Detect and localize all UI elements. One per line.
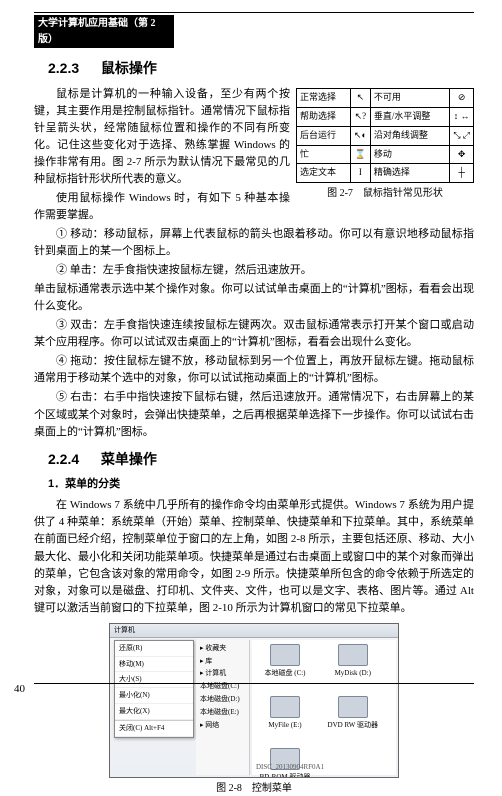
para: 在 Windows 7 系统中几乎所有的操作命令均由菜单形式提供。Windows… [34, 497, 474, 616]
sidebar-item[interactable]: ▸ 网络 [198, 719, 247, 732]
cursor-glyph: I [350, 164, 370, 183]
cursor-cell: 后台运行 [297, 126, 351, 145]
subsection-title: 1．菜单的分类 [48, 476, 474, 493]
explorer-sidebar[interactable]: ▸ 收藏夹 ▸ 库 ▸ 计算机 本地磁盘(C:) 本地磁盘(D:) 本地磁盘(E… [196, 640, 250, 775]
sidebar-item[interactable]: ▸ 库 [198, 655, 247, 668]
figure-2-7: 正常选择 ↖ 不可用 ⊘ 帮助选择 ↖? 垂直/水平调整 ↕ ↔ 后台运行 ↖◐… [296, 88, 474, 202]
cursor-glyph: ⌛ [350, 145, 370, 164]
window-title: 计算机 [114, 626, 135, 634]
cursor-glyph: ┼ [450, 164, 474, 183]
cursor-glyph: ⊘ [450, 88, 474, 107]
drive-label: 本地磁盘 (C:) [256, 668, 314, 679]
cursor-glyph: ↖? [350, 107, 370, 126]
cursor-cell: 选定文本 [297, 164, 351, 183]
cursor-table: 正常选择 ↖ 不可用 ⊘ 帮助选择 ↖? 垂直/水平调整 ↕ ↔ 后台运行 ↖◐… [296, 88, 474, 184]
cursor-cell: 垂直/水平调整 [370, 107, 450, 126]
drive-icon[interactable]: DVD RW 驱动器 [324, 696, 382, 740]
disk-icon [338, 644, 368, 666]
cursor-glyph: ↕ ↔ [450, 107, 474, 126]
section-heading: 菜单操作 [101, 451, 157, 467]
menu-item[interactable]: 移动(M) [115, 657, 193, 673]
disk-icon [270, 696, 300, 718]
cursor-glyph: ↖◐ [350, 126, 370, 145]
top-rule [34, 12, 474, 13]
section-number: 2.2.3 [48, 60, 79, 76]
list-item: ① 移动：移动鼠标，屏幕上代表鼠标的箭头也跟着移动。你可以有意识地移动鼠标指针到… [34, 226, 474, 260]
cursor-glyph: ✥ [450, 145, 474, 164]
explorer-titlebar[interactable]: 计算机 [110, 624, 398, 638]
list-item: ⑤ 右击：右手中指快速按下鼠标右键，然后迅速放开。通常情况下，右击屏幕上的某个区… [34, 389, 474, 440]
cursor-cell: 精确选择 [370, 164, 450, 183]
menu-item[interactable]: 最大化(X) [115, 704, 193, 720]
section-224-title: 2.2.4 菜单操作 [48, 449, 474, 471]
drive-icon[interactable]: MyFile (E:) [256, 696, 314, 740]
drive-label: MyFile (E:) [256, 720, 314, 731]
control-menu[interactable]: 还原(R) 移动(M) 大小(S) 最小化(N) 最大化(X) 关闭(C) Al… [114, 640, 194, 738]
figure-2-8-caption: 图 2-8 控制菜单 [34, 781, 474, 796]
menu-item[interactable]: 关闭(C) Alt+F4 [115, 720, 193, 737]
cursor-cell: 沿对角线调整 [370, 126, 450, 145]
menu-item[interactable]: 最小化(N) [115, 688, 193, 704]
drive-label: DVD RW 驱动器 [324, 720, 382, 731]
figure-2-7-caption: 图 2-7 鼠标指针常见形状 [296, 186, 474, 202]
sidebar-item[interactable]: 本地磁盘(E:) [198, 706, 247, 719]
drive-icon[interactable]: 本地磁盘 (C:) [256, 644, 314, 688]
list-item: ④ 拖动：按住鼠标左键不放，移动鼠标到另一个位置上，再放开鼠标左键。拖动鼠标通常… [34, 353, 474, 387]
sidebar-item[interactable]: ▸ 收藏夹 [198, 642, 247, 655]
cursor-cell: 移动 [370, 145, 450, 164]
explorer-main[interactable]: 本地磁盘 (C:) MyDisk (D:) MyFile (E:) DVD RW… [252, 640, 396, 775]
cursor-glyph: ⤡ ⤢ [450, 126, 474, 145]
figure-2-8-screenshot: 计算机 还原(R) 移动(M) 大小(S) 最小化(N) 最大化(X) 关闭(C… [109, 623, 399, 778]
cursor-cell: 正常选择 [297, 88, 351, 107]
sidebar-item[interactable]: ▸ 计算机 [198, 667, 247, 680]
cursor-cell: 忙 [297, 145, 351, 164]
para: 单击鼠标通常表示选中某个操作对象。你可以试试单击桌面上的“计算机”图标，看看会出… [34, 281, 474, 315]
disk-icon [338, 696, 368, 718]
drive-icon[interactable]: MyDisk (D:) [324, 644, 382, 688]
drive-label: MyDisk (D:) [324, 668, 382, 679]
menu-item[interactable]: 大小(S) [115, 672, 193, 688]
list-item: ② 单击：左手食指快速按鼠标左键，然后迅速放开。 [34, 262, 474, 279]
cursor-glyph: ↖ [350, 88, 370, 107]
book-title: 大学计算机应用基础（第 2 版） [34, 15, 174, 48]
disk-icon [270, 644, 300, 666]
explorer-footer: DISC_20130904RF0A1 [256, 762, 324, 773]
section-heading: 鼠标操作 [101, 60, 157, 76]
sidebar-item[interactable]: 本地磁盘(D:) [198, 693, 247, 706]
section-223-title: 2.2.3 鼠标操作 [48, 58, 474, 80]
cursor-cell: 不可用 [370, 88, 450, 107]
section-number: 2.2.4 [48, 451, 79, 467]
cursor-cell: 帮助选择 [297, 107, 351, 126]
menu-item[interactable]: 还原(R) [115, 641, 193, 657]
page-number: 40 [14, 681, 25, 698]
footer-rule [34, 683, 474, 684]
list-item: ③ 双击：左手食指快速连续按鼠标左键两次。双击鼠标通常表示打开某个窗口或启动某个… [34, 317, 474, 351]
